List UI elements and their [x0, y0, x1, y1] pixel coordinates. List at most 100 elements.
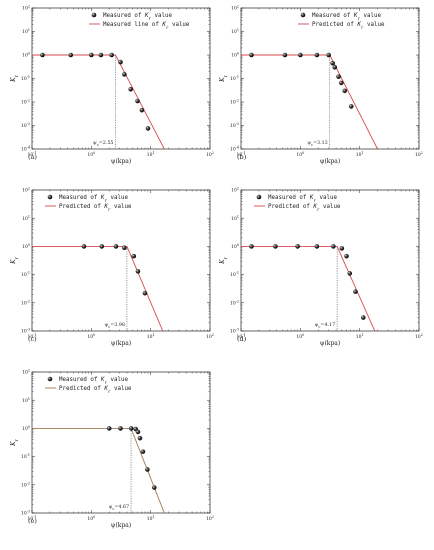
panel-label: (c) [28, 335, 37, 343]
data-point [336, 74, 341, 79]
x-axis-label: ψ(kpa) [111, 158, 131, 165]
y-axis-label: Kr [10, 74, 20, 82]
x-tick-label: 10-1 [236, 151, 245, 158]
data-point [131, 253, 137, 259]
data-point [122, 72, 127, 77]
legend-line-text: Predicted of Kr value [59, 386, 132, 395]
y-tick-label: 10-3 [230, 328, 239, 335]
chart-panel-c: 10-1 100 101 102 10-3 10-2 10-1 100 101 102 ψ(kpa)… [10, 187, 214, 347]
x-tick-label: 102 [206, 151, 214, 158]
critical-suction-label: ψc=3.13 [307, 140, 327, 147]
y-tick-label: 10-4 [230, 146, 239, 153]
panel-label: (a) [28, 153, 37, 161]
data-point [118, 426, 123, 431]
data-point [331, 244, 336, 249]
legend-line-text: Measured line of Kr value [103, 22, 190, 31]
chart-panel-d: 10-1 100 101 102 10-3 10-2 10-1 100 101 102 ψ(kpa)… [219, 187, 423, 347]
fitted-line [241, 54, 378, 149]
y-axis-label: Kr [10, 256, 20, 264]
data-point [109, 52, 114, 58]
data-point [81, 244, 87, 249]
data-point [118, 59, 123, 65]
data-point [128, 426, 134, 431]
legend-measured-text: Measured of Kr value [59, 195, 128, 204]
y-tick-label: 10-3 [21, 328, 30, 335]
critical-suction-label: ψc=2.55 [93, 140, 113, 147]
x-axis-label: ψ(kpa) [111, 522, 131, 529]
y-axis-label: Kr [219, 256, 229, 264]
y-tick-label: 100 [231, 243, 239, 250]
chart-panel-a: 10-1 100 101 102 10-4 10-3 10-2 10-1 100 101 102 ψ(… [10, 5, 214, 165]
x-tick-label: 101 [147, 151, 155, 158]
data-point [353, 289, 358, 294]
panel-label: (e) [28, 517, 37, 525]
x-tick-label: 102 [415, 151, 423, 158]
fitted-line [241, 245, 376, 331]
y-tick-label: 100 [231, 52, 239, 59]
data-point [273, 244, 278, 249]
legend-measured-text: Measured of Kr value [268, 195, 337, 204]
x-tick-label: 102 [206, 333, 214, 340]
plot-frame [31, 371, 211, 514]
y-tick-label: 10-3 [21, 510, 30, 517]
y-tick-label: 10-2 [230, 299, 239, 306]
y-tick-label: 100 [22, 243, 30, 250]
data-point [122, 245, 127, 250]
y-axis-label: Kr [219, 74, 229, 82]
y-tick-label: 102 [22, 5, 30, 12]
y-tick-label: 10-1 [21, 453, 30, 460]
data-point [282, 52, 288, 58]
chart-panel-e: 10-1 100 101 102 10-3 10-2 10-1 100 101 102 ψ(kpa)… [10, 369, 214, 529]
panel-label: (b) [237, 153, 247, 161]
y-tick-label: 10-1 [21, 271, 30, 278]
data-point [99, 244, 105, 249]
y-tick-label: 100 [22, 52, 30, 59]
data-point [142, 290, 148, 296]
data-point [344, 253, 349, 259]
legend-marker [91, 12, 97, 18]
critical-suction-label: ψc=3.98 [104, 322, 124, 329]
fitted-line [32, 245, 164, 331]
chart-panel-b: 10-1 100 101 102 10-4 10-3 10-2 10-1 100 101 102 ψ(… [219, 5, 423, 165]
x-tick-label: 101 [356, 333, 364, 340]
y-tick-label: 10-3 [230, 122, 239, 129]
x-tick-label: 101 [147, 333, 155, 340]
x-tick-label: 101 [356, 151, 364, 158]
legend-measured-text: Measured of Kr value [103, 13, 172, 22]
fitted-line [32, 54, 165, 149]
legend-line-text: Predicted of Kr value [59, 204, 132, 213]
critical-suction-label: ψc=4.17 [315, 322, 335, 329]
legend-line-text: Predicted of Kr value [312, 22, 385, 31]
x-tick-label: 10-1 [27, 333, 36, 340]
data-point [151, 485, 157, 490]
y-tick-label: 10-3 [21, 122, 30, 129]
data-point [298, 52, 303, 58]
legend-marker [47, 194, 53, 200]
data-point [68, 52, 74, 58]
data-point [145, 126, 151, 131]
data-point [128, 86, 133, 92]
data-point [106, 426, 112, 431]
y-axis-label: Kr [10, 438, 20, 446]
data-point [249, 52, 254, 58]
x-tick-label: 100 [87, 515, 95, 522]
data-point [89, 52, 94, 58]
data-point [139, 107, 145, 113]
data-point [314, 244, 320, 249]
y-tick-label: 10-2 [21, 99, 30, 106]
y-tick-label: 10-1 [230, 271, 239, 278]
y-tick-label: 102 [231, 5, 239, 12]
y-tick-label: 10-2 [230, 99, 239, 106]
legend-marker [300, 12, 306, 18]
data-point [135, 98, 140, 104]
data-point [339, 246, 345, 251]
legend-marker [47, 376, 53, 382]
data-point [135, 429, 141, 435]
data-point [338, 80, 344, 86]
data-point [140, 449, 146, 454]
